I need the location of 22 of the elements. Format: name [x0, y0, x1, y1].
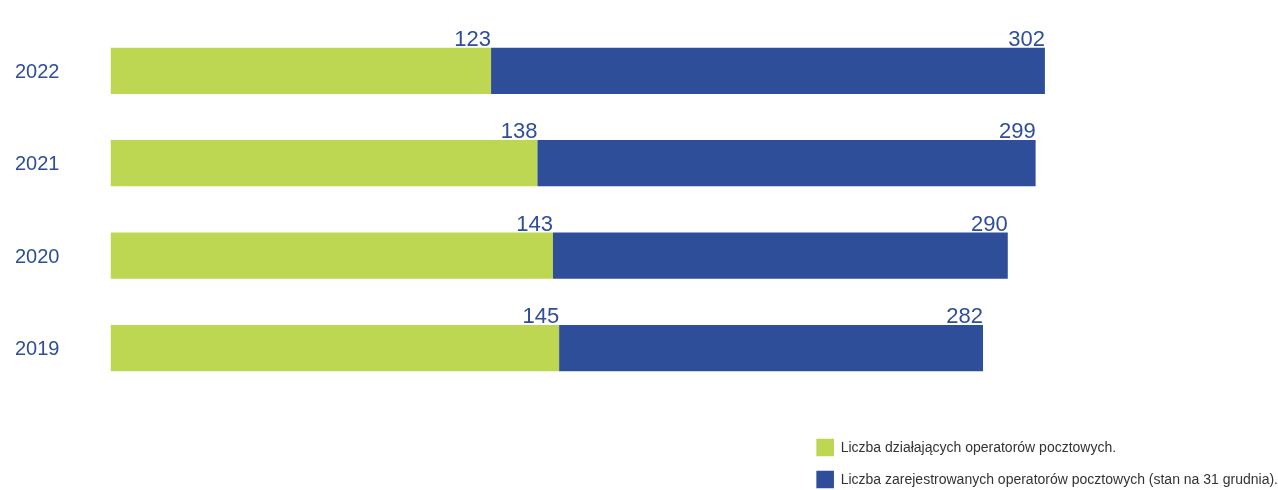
legend-label: Liczba zarejestrowanych operatorów pocztowych (stan na 31 grudnia). — [840, 471, 1278, 487]
data-label: 145 — [522, 303, 560, 329]
data-label: 123 — [454, 25, 492, 51]
y-tick-label: 2022 — [15, 59, 60, 82]
y-tick-label: 2020 — [15, 244, 60, 267]
bar — [537, 140, 1036, 187]
y-tick-label: 2021 — [15, 152, 60, 175]
bar — [559, 325, 984, 372]
data-label: 143 — [516, 210, 553, 236]
total-label: 302 — [1008, 25, 1045, 51]
total-label: 299 — [998, 118, 1036, 144]
total-label: 282 — [946, 303, 984, 329]
bar — [552, 232, 1008, 279]
bar — [491, 47, 1045, 94]
bar — [110, 232, 553, 279]
legend-label: Liczba działających operatorów pocztowych. — [840, 439, 1117, 455]
total-label: 290 — [971, 210, 1008, 236]
bar — [110, 140, 538, 187]
bar — [110, 47, 492, 94]
bar — [110, 325, 560, 372]
data-label: 138 — [500, 118, 538, 144]
y-tick-label: 2019 — [15, 337, 60, 360]
